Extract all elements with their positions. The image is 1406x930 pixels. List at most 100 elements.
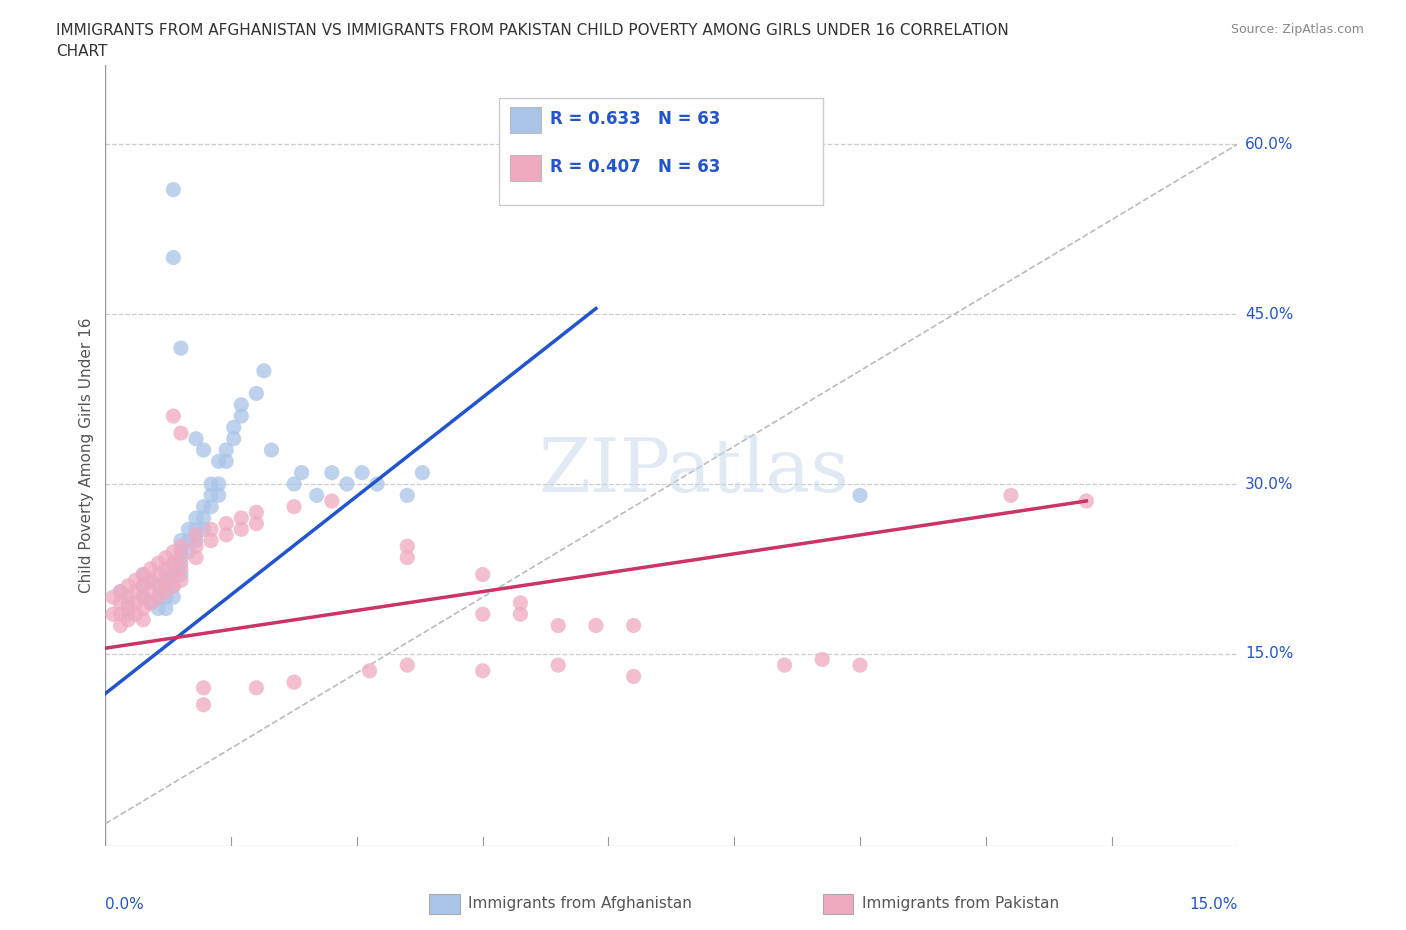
Point: [148, 590, 170, 604]
Point: [184, 538, 207, 553]
Point: [155, 584, 177, 599]
Point: [117, 601, 139, 616]
Point: [110, 584, 132, 599]
Point: [139, 573, 162, 588]
Point: [193, 681, 215, 696]
Point: [359, 663, 381, 678]
Point: [193, 443, 215, 458]
Point: [162, 556, 184, 571]
Text: Source: ZipAtlas.com: Source: ZipAtlas.com: [1230, 23, 1364, 36]
Point: [509, 606, 531, 621]
Point: [509, 595, 531, 610]
Point: [124, 606, 146, 621]
Point: [811, 652, 834, 667]
Point: [184, 551, 207, 565]
Point: [110, 584, 132, 599]
Point: [193, 499, 215, 514]
Point: [321, 465, 343, 480]
Point: [291, 465, 314, 480]
Point: [162, 250, 184, 265]
Point: [170, 538, 193, 553]
Point: [305, 488, 328, 503]
Point: [623, 618, 645, 633]
Point: [184, 432, 207, 446]
Point: [177, 533, 200, 548]
Point: [245, 505, 267, 520]
Point: [177, 522, 200, 537]
Point: [1076, 494, 1098, 509]
Point: [155, 601, 177, 616]
Point: [155, 573, 177, 588]
Point: [215, 516, 238, 531]
Point: [162, 544, 184, 559]
Point: [110, 606, 132, 621]
Point: [110, 595, 132, 610]
Point: [215, 527, 238, 542]
Point: [132, 578, 155, 593]
Point: [139, 562, 162, 577]
Point: [132, 567, 155, 582]
Point: [162, 567, 184, 582]
Text: CHART: CHART: [56, 44, 108, 59]
Point: [162, 408, 184, 423]
Point: [193, 511, 215, 525]
Point: [215, 443, 238, 458]
Point: [260, 443, 283, 458]
Point: [193, 522, 215, 537]
Point: [148, 601, 170, 616]
Point: [155, 562, 177, 577]
Point: [117, 578, 139, 593]
Point: [132, 590, 155, 604]
Point: [148, 567, 170, 582]
Point: [101, 606, 124, 621]
Point: [155, 551, 177, 565]
Text: 30.0%: 30.0%: [1244, 476, 1294, 491]
Point: [773, 658, 796, 672]
Point: [170, 544, 193, 559]
Point: [208, 488, 231, 503]
Point: [155, 590, 177, 604]
Point: [245, 386, 267, 401]
Point: [200, 533, 222, 548]
Point: [117, 606, 139, 621]
Text: 60.0%: 60.0%: [1244, 137, 1294, 152]
Point: [245, 516, 267, 531]
Point: [253, 364, 276, 379]
Point: [148, 556, 170, 571]
Point: [200, 476, 222, 491]
Text: ZIPatlas: ZIPatlas: [538, 435, 849, 508]
Point: [117, 590, 139, 604]
Point: [200, 499, 222, 514]
Point: [132, 590, 155, 604]
Point: [849, 658, 872, 672]
Point: [162, 556, 184, 571]
Point: [321, 494, 343, 509]
Point: [101, 590, 124, 604]
Point: [148, 578, 170, 593]
Point: [162, 590, 184, 604]
Point: [117, 595, 139, 610]
Point: [170, 426, 193, 441]
Point: [170, 567, 193, 582]
Point: [148, 590, 170, 604]
Text: R = 0.633   N = 63: R = 0.633 N = 63: [550, 110, 720, 128]
Point: [623, 669, 645, 684]
Point: [124, 573, 146, 588]
Point: [132, 578, 155, 593]
Point: [283, 674, 305, 689]
Point: [148, 578, 170, 593]
Point: [222, 420, 245, 435]
Point: [117, 613, 139, 628]
Point: [184, 527, 207, 542]
Point: [231, 511, 253, 525]
Point: [215, 454, 238, 469]
Point: [245, 681, 267, 696]
Point: [366, 476, 388, 491]
Text: 0.0%: 0.0%: [105, 897, 145, 912]
Point: [231, 397, 253, 412]
Point: [547, 618, 569, 633]
Point: [110, 618, 132, 633]
Point: [283, 476, 305, 491]
Point: [849, 488, 872, 503]
Point: [170, 551, 193, 565]
